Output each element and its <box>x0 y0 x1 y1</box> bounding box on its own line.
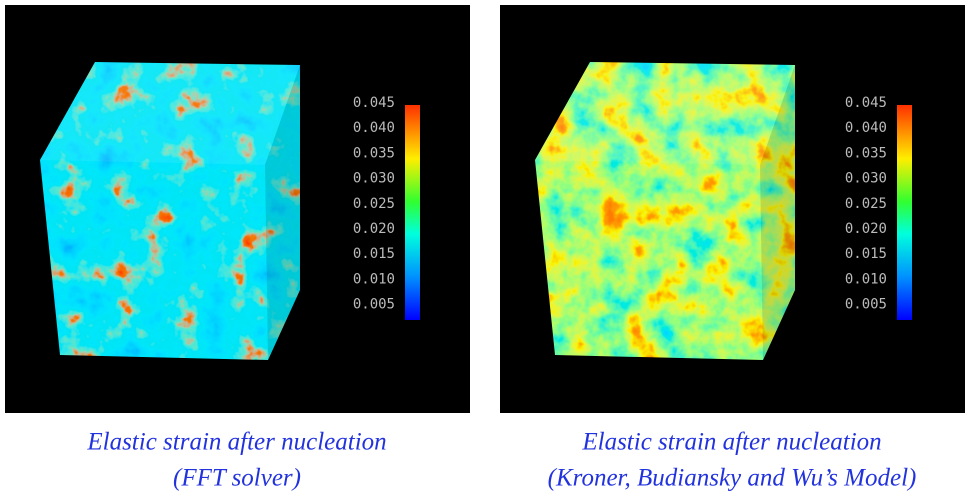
cube-top-face <box>40 62 300 165</box>
colorbar-tick-label: 0.025 <box>845 196 887 212</box>
colorbar <box>897 105 912 320</box>
colorbar-tick-label: 0.015 <box>845 246 887 262</box>
caption-line: Elastic strain after nucleation <box>86 429 386 456</box>
colorbar-tick-label: 0.010 <box>353 271 395 287</box>
colorbar-tick-label: 0.020 <box>353 221 395 237</box>
colorbar-tick-label: 0.005 <box>845 297 887 313</box>
colorbar <box>405 105 420 320</box>
colorbar-tick-label: 0.010 <box>845 271 887 287</box>
colorbar-tick-label: 0.015 <box>353 246 395 262</box>
colorbar-tick-label: 0.040 <box>353 120 395 136</box>
colorbar-tick-label: 0.020 <box>845 221 887 237</box>
cube <box>40 62 300 360</box>
colorbar-tick-label: 0.045 <box>845 95 887 111</box>
cube-side-face <box>265 65 300 360</box>
colorbar-tick-label: 0.030 <box>845 171 887 187</box>
cube <box>535 62 795 360</box>
cube-texture <box>40 62 300 360</box>
caption-line: (Kroner, Budiansky and Wu’s Model) <box>548 465 917 492</box>
cube-texture <box>535 62 795 360</box>
caption-line: (FFT solver) <box>173 465 301 492</box>
colorbar-tick-label: 0.025 <box>353 196 395 212</box>
colorbar-tick-label: 0.035 <box>845 145 887 161</box>
cube-side-face <box>760 65 795 360</box>
colorbar-tick-label: 0.005 <box>353 297 395 313</box>
cube-top-face <box>535 62 795 165</box>
colorbar-tick-label: 0.045 <box>353 95 395 111</box>
colorbar-tick-label: 0.040 <box>845 120 887 136</box>
caption-line: Elastic strain after nucleation <box>581 429 881 456</box>
colorbar-tick-label: 0.030 <box>353 171 395 187</box>
colorbar-tick-label: 0.035 <box>353 145 395 161</box>
